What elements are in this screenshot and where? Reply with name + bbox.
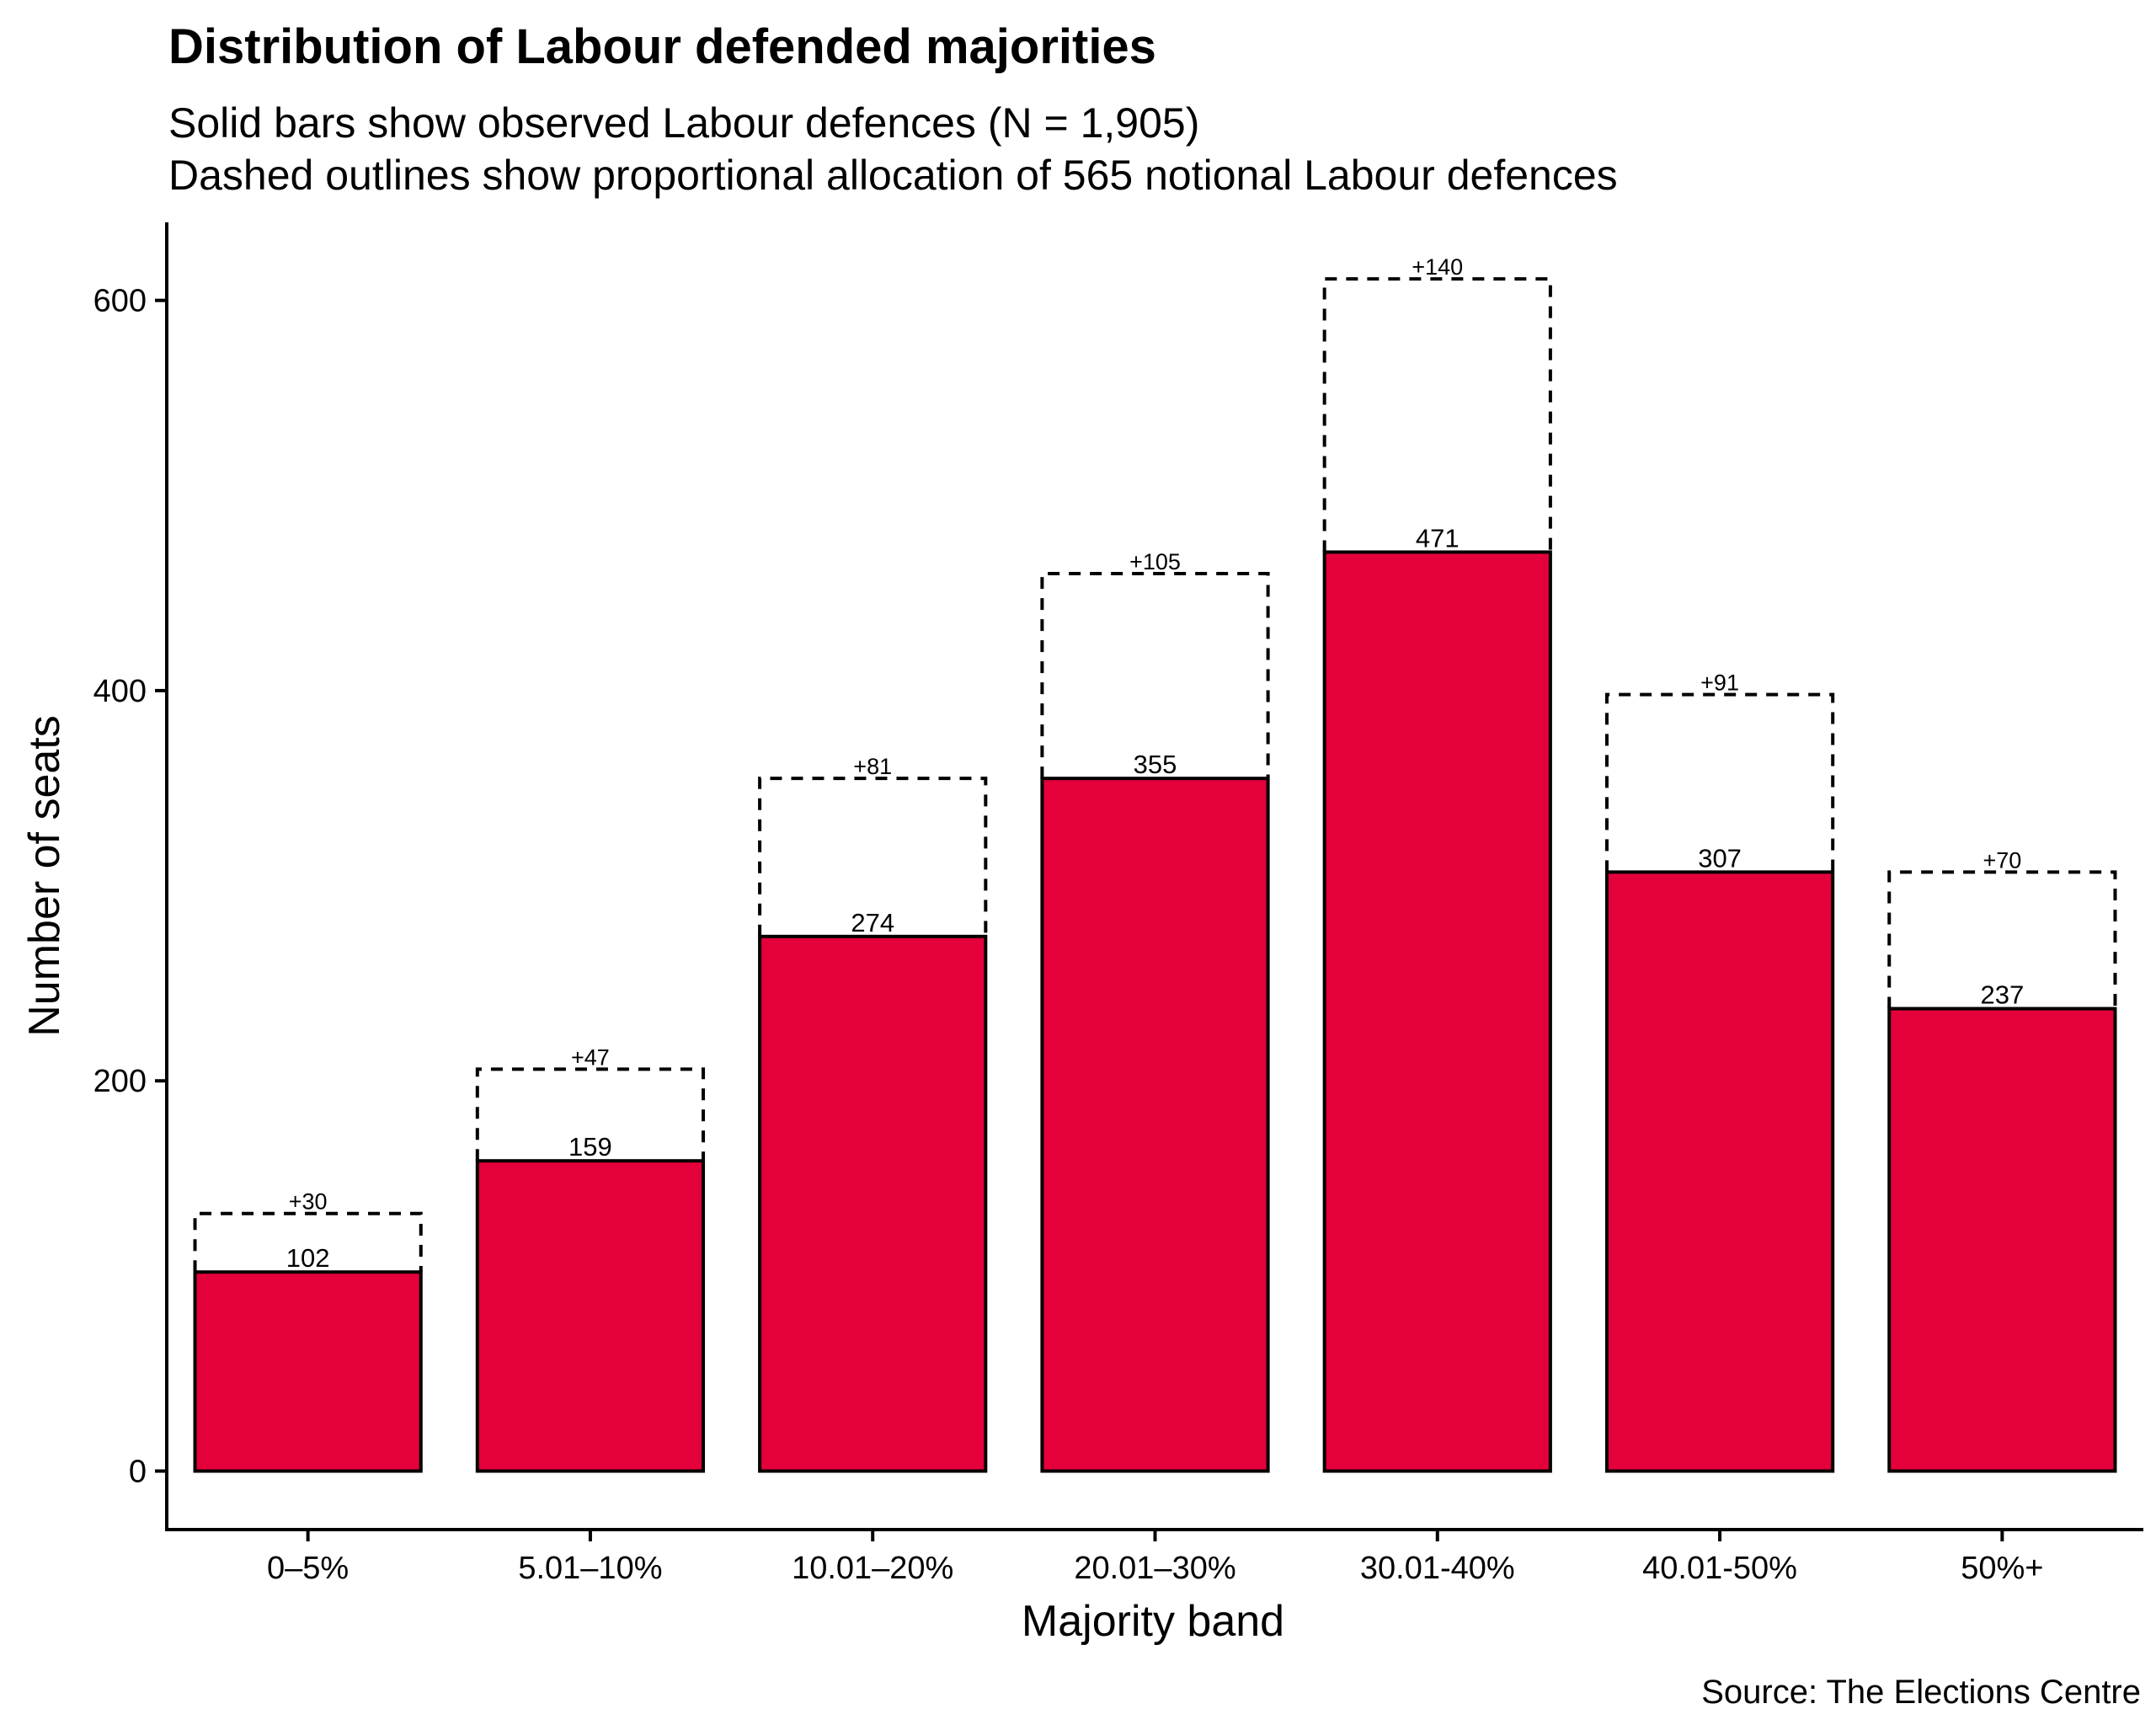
observed-value-label-0: 102 xyxy=(286,1243,330,1273)
observed-bar-4 xyxy=(1322,550,1552,1473)
chart-subtitle-line-2: Dashed outlines show proportional alloca… xyxy=(168,152,1618,199)
notional-outline-3 xyxy=(1040,571,1270,779)
observed-bar-3 xyxy=(1040,777,1270,1473)
x-tick-label-4: 30.01-40% xyxy=(1360,1551,1515,1586)
observed-value-label-4: 471 xyxy=(1416,523,1460,553)
notional-value-label-0: +30 xyxy=(289,1189,328,1215)
x-tick-label-0: 0–5% xyxy=(267,1551,349,1586)
y-axis-title: Number of seats xyxy=(20,715,69,1037)
observed-value-label-5: 307 xyxy=(1698,843,1742,873)
notional-outline-5 xyxy=(1604,692,1835,873)
notional-value-label-4: +140 xyxy=(1412,254,1463,280)
observed-bar-6 xyxy=(1887,1007,2117,1473)
observed-value-label-1: 159 xyxy=(568,1132,612,1162)
plot-area: 102 +30 159 +47 274 +81 355 +105 471 +140 307 +91 23… xyxy=(193,254,2117,1473)
notional-value-label-3: +105 xyxy=(1129,549,1181,574)
observed-value-label-6: 237 xyxy=(1980,980,2024,1010)
observed-bar-0 xyxy=(193,1270,423,1473)
y-tick-label-2: 400 xyxy=(93,674,147,709)
y-axis-ticks: 0 200 400 600 xyxy=(93,284,167,1490)
observed-value-label-2: 274 xyxy=(851,908,894,937)
x-tick-label-1: 5.01–10% xyxy=(518,1551,662,1586)
notional-outline-1 xyxy=(475,1067,706,1162)
notional-value-label-1: +47 xyxy=(571,1044,610,1070)
chart-subtitle-line-1: Solid bars show observed Labour defences… xyxy=(168,99,1199,147)
observed-bar-5 xyxy=(1604,870,1835,1473)
y-tick-label-1: 200 xyxy=(93,1064,147,1099)
x-tick-label-6: 50%+ xyxy=(1961,1551,2043,1586)
notional-outline-6 xyxy=(1887,870,2117,1009)
notional-outline-4 xyxy=(1322,277,1552,553)
observed-bar-2 xyxy=(758,934,988,1473)
y-tick-label-0: 0 xyxy=(129,1455,147,1490)
x-axis-ticks: 0–5% 5.01–10% 10.01–20% 20.01–30% 30.01-40% 4… xyxy=(267,1530,2043,1586)
notional-outline-0 xyxy=(193,1211,423,1273)
y-tick-label-3: 600 xyxy=(93,284,147,319)
source-caption: Source: The Elections Centre xyxy=(1701,1674,2141,1711)
notional-value-label-6: +70 xyxy=(1983,847,2021,873)
chart-title: Distribution of Labour defended majoriti… xyxy=(168,19,1156,74)
notional-value-label-2: +81 xyxy=(853,754,892,779)
notional-value-label-5: +91 xyxy=(1700,670,1739,696)
x-axis-title: Majority band xyxy=(1022,1597,1284,1646)
observed-bar-1 xyxy=(475,1159,706,1473)
x-tick-label-3: 20.01–30% xyxy=(1074,1551,1235,1586)
x-tick-label-5: 40.01-50% xyxy=(1642,1551,1797,1586)
observed-value-label-3: 355 xyxy=(1134,750,1177,779)
x-tick-label-2: 10.01–20% xyxy=(792,1551,953,1586)
